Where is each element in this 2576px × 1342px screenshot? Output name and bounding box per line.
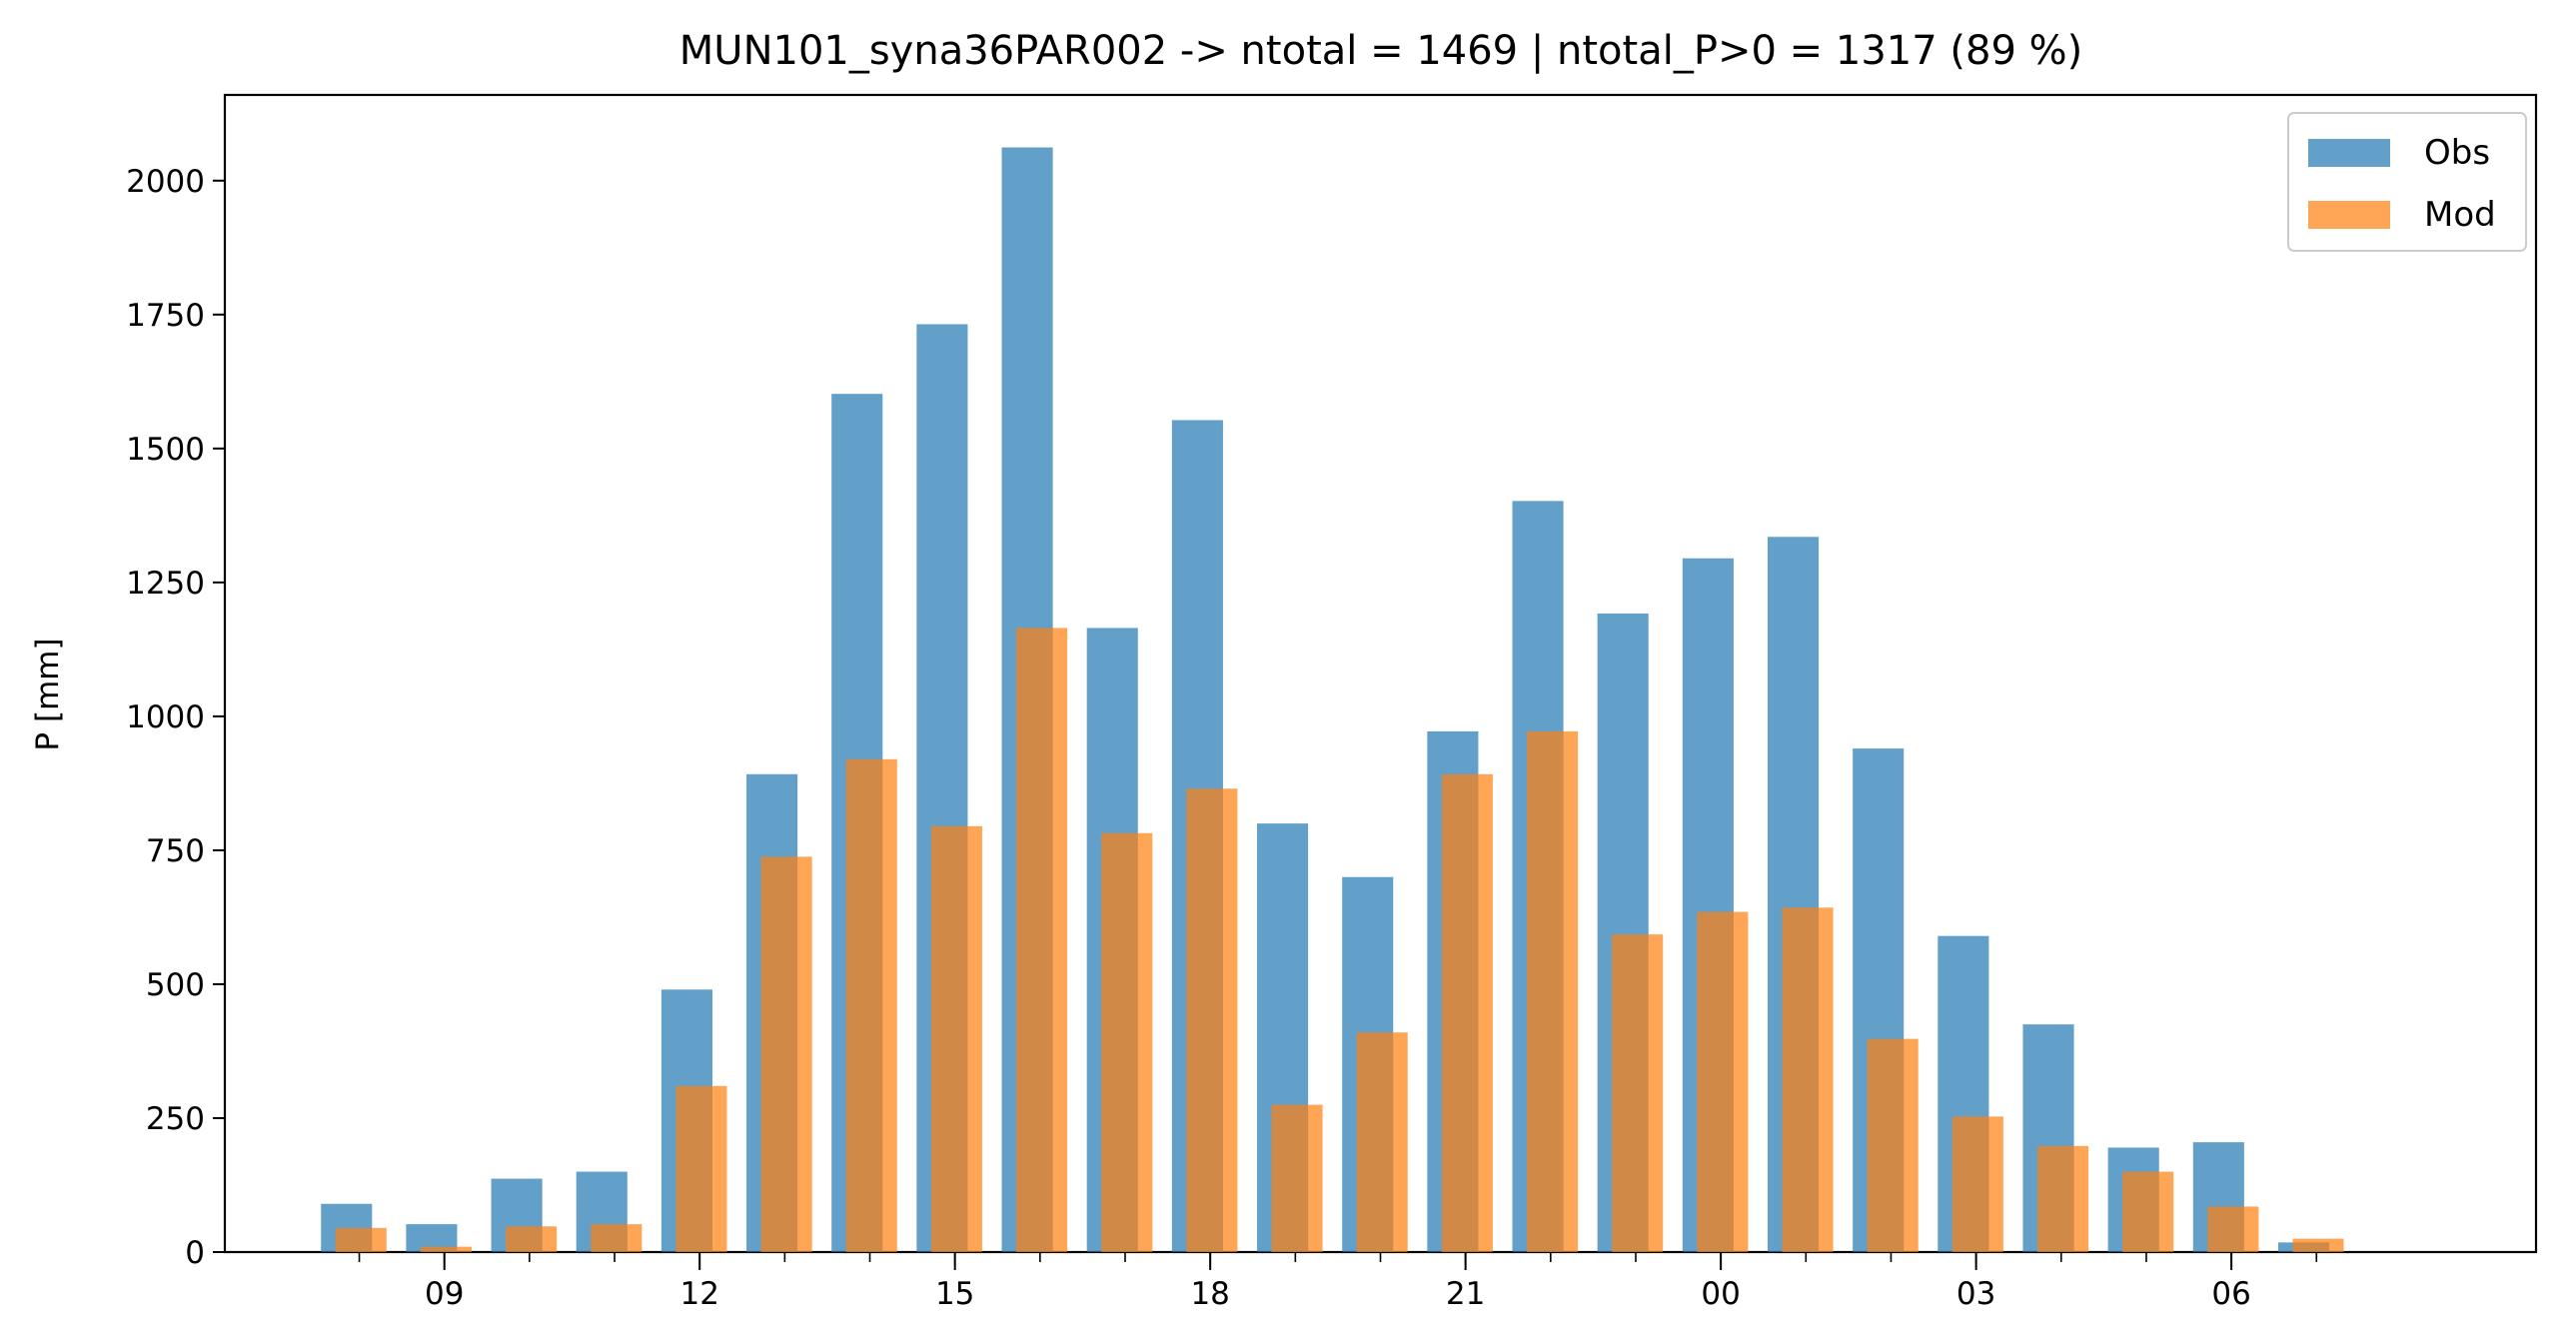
bar-mod-13 [760,856,812,1252]
y-axis-label: P [mm] [30,638,66,750]
bar-mod-11 [591,1224,643,1252]
bar-mod-12 [675,1085,727,1252]
bar-mod-20 [1356,1032,1408,1252]
y-tick-label-500: 500 [146,967,205,1003]
bars-group [321,147,2344,1253]
bar-mod-07 [2292,1238,2344,1252]
x-tick-label-00: 00 [1701,1276,1740,1312]
bar-mod-14 [845,758,897,1252]
x-tick-label-03: 03 [1956,1276,1995,1312]
y-tick-label-1500: 1500 [126,432,205,468]
bar-mod-15 [930,825,982,1252]
y-tick-label-1250: 1250 [126,566,205,602]
bar-mod-00 [1697,911,1749,1252]
bar-mod-19 [1271,1104,1323,1252]
legend-swatch-mod [2308,201,2390,229]
bar-mod-16 [1016,628,1068,1252]
legend-label-mod: Mod [2424,195,2496,235]
bar-mod-17 [1101,832,1153,1252]
bar-mod-10 [506,1226,558,1252]
bar-mod-04 [2036,1145,2089,1252]
bar-mod-21 [1441,773,1493,1252]
bar-mod-03 [1951,1116,2003,1252]
x-tick-label-09: 09 [425,1276,464,1312]
bar-mod-02 [1867,1038,1919,1252]
bar-mod-22 [1526,730,1579,1252]
y-tick-label-1000: 1000 [126,699,205,735]
x-tick-label-06: 06 [2211,1276,2250,1312]
bar-mod-23 [1612,934,1664,1252]
legend-label-obs: Obs [2424,133,2490,173]
x-tick-label-12: 12 [679,1276,718,1312]
legend: Obs Mod [2287,112,2527,252]
y-tick-label-1750: 1750 [126,298,205,334]
y-tick-label-250: 250 [146,1101,205,1137]
bar-mod-05 [2122,1171,2174,1252]
bar-mod-01 [1782,907,1834,1252]
bar-mod-18 [1186,788,1238,1252]
x-tick-label-15: 15 [935,1276,974,1312]
x-tick-label-18: 18 [1190,1276,1229,1312]
x-tick-label-21: 21 [1446,1276,1485,1312]
bar-mod-06 [2207,1206,2259,1252]
bar-mod-08 [335,1227,387,1253]
y-tick-label-0: 0 [185,1235,205,1271]
legend-swatch-obs [2308,139,2390,167]
y-axis: 0 250 500 750 1000 1250 1500 1750 2000 [126,164,225,1271]
y-tick-label-750: 750 [146,833,205,869]
chart-title: MUN101_syna36PAR002 -> ntotal = 1469 | n… [679,28,2082,74]
bar-mod-09 [420,1246,472,1252]
x-axis: 09 12 15 18 21 00 03 06 [358,1252,2318,1312]
y-tick-label-2000: 2000 [126,164,205,200]
